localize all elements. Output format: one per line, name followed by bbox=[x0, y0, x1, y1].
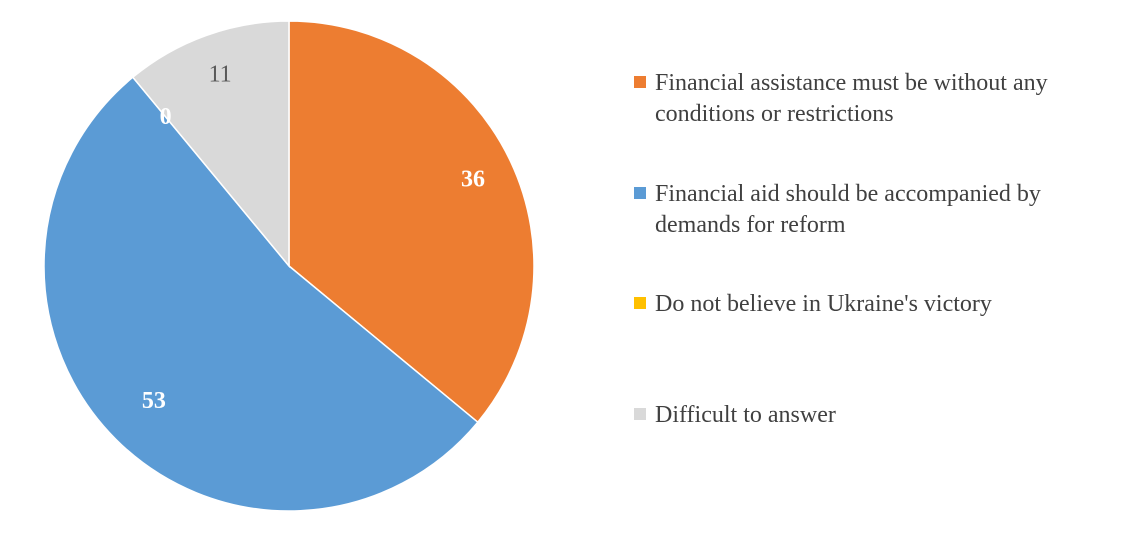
legend-swatch-yellow bbox=[634, 297, 646, 309]
legend-swatch-orange bbox=[634, 76, 646, 88]
data-label-unconditional-assistance: 36 bbox=[461, 166, 485, 192]
legend-label: Do not believe in Ukraine's victory bbox=[655, 291, 992, 317]
legend-label: Difficult to answer bbox=[655, 402, 836, 428]
legend-swatch-gray bbox=[634, 408, 646, 420]
data-label-do-not-believe-victory: 0 bbox=[160, 104, 172, 130]
pie-slices bbox=[43, 20, 535, 512]
legend-label: Financial assistance must be without any… bbox=[655, 70, 1048, 127]
pie-data-labels: 36 53 0 11 bbox=[142, 62, 485, 414]
legend-swatch-blue bbox=[634, 187, 646, 199]
data-label-difficult-to-answer: 11 bbox=[209, 62, 232, 88]
pie-slice-unconditional-assistance bbox=[288, 20, 535, 424]
data-label-aid-with-reform-demands: 53 bbox=[142, 388, 166, 414]
pie-slice-aid-with-reform-demands bbox=[43, 76, 479, 512]
pie-slice-difficult-to-answer bbox=[131, 20, 290, 269]
legend-label: Financial aid should be accompanied by d… bbox=[655, 181, 1041, 238]
